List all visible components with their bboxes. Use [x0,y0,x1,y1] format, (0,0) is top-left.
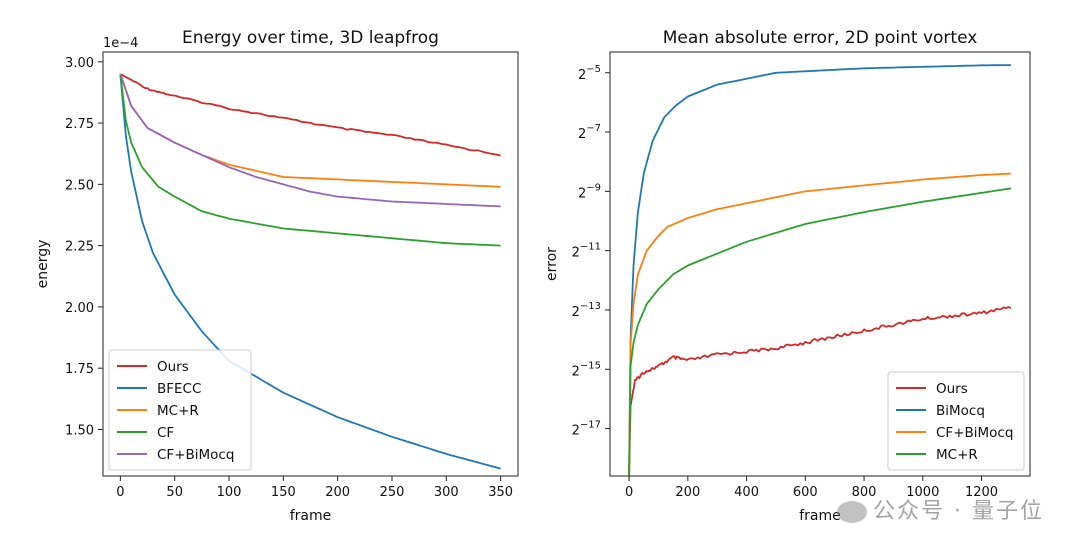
series-line-mc-r [628,187,1012,476]
watermark-text: 公众号 · 量子位 [873,499,1044,524]
chart-title: Energy over time, 3D leapfrog [182,28,439,48]
x-tick-label: 0 [116,485,124,500]
x-tick-label: 600 [793,485,818,500]
y-tick-label: 2−13 [572,301,601,320]
y-tick-label: 2.50 [65,178,94,193]
legend-label: MC+R [157,403,199,419]
series-line-cf-bimocq [119,73,501,208]
plot-frame [609,51,1031,477]
y-tick-label: 2−5 [578,64,601,83]
x-tick-label: 100 [217,485,242,500]
chart-title: Mean absolute error, 2D point vortex [663,28,978,48]
x-tick-label: 300 [434,485,459,500]
y-tick-label: 1.50 [65,423,94,438]
y-tick-label: 2−11 [572,242,601,261]
y-tick-label: 2.25 [65,240,94,255]
y-tick-label: 2−15 [572,360,601,379]
series-group [628,64,1012,476]
y-tick-label: 2−9 [578,182,601,201]
legend-frame [108,349,252,471]
legend: Ours BFECC MC+R CF CF+BiMocq [108,349,252,471]
error-chart: 0 200 400 600 800 1000 1200 2−17 2−15 2−13 2−11 2−9… [544,28,1031,524]
x-tick-label: 350 [488,485,513,500]
plot-frame [102,51,519,477]
series-line-ours [628,306,1012,476]
legend-label: CF+BiMocq [157,447,234,463]
series-line-cf-bimocq [628,172,1011,476]
y-tick-label: 2.75 [65,117,94,132]
x-tick-label: 200 [325,485,350,500]
legend-label: Ours [157,359,189,375]
series-group [119,73,501,470]
x-tick-label: 0 [625,485,633,500]
legend-label: Ours [936,381,968,397]
x-tick-label: 400 [734,485,759,500]
x-tick-label: 200 [675,485,700,500]
y-axis-label: error [544,247,560,281]
x-tick-label: 1200 [965,485,998,500]
energy-chart: 0 50 100 150 200 250 300 350 1.50 1.75 2.00 2.25 2.5… [35,28,519,524]
legend-label: CF+BiMocq [936,425,1013,441]
y-offset-label: 1e−4 [103,36,138,51]
series-line-cf [119,74,501,247]
legend-label: MC+R [936,447,978,463]
series-line-bimocq [628,64,1011,476]
wechat-icon [837,501,868,523]
x-tick-label: 250 [380,485,405,500]
legend-frame [887,371,1025,471]
y-tick-label: 3.00 [65,56,94,71]
y-tick-label: 1.75 [65,362,94,377]
legend: Ours BiMocq CF+BiMocq MC+R [887,371,1025,471]
legend-label: BFECC [157,381,201,397]
y-axis-label: energy [35,240,51,289]
x-tick-label: 800 [852,485,877,500]
x-axis-label: frame [799,508,841,524]
y-tick-label: 2.00 [65,301,94,316]
series-line-ours [119,73,501,157]
legend-label: BiMocq [936,403,985,419]
watermark: 公众号 · 量子位 [837,493,1044,525]
x-tick-label: 150 [271,485,296,500]
series-line-mc-r [119,73,501,188]
y-tick-label: 2−7 [578,123,601,142]
series-line-bfecc [119,74,501,470]
y-tick-label: 2−17 [572,420,601,439]
x-tick-label: 50 [166,485,183,500]
x-axis-label: frame [290,508,332,524]
legend-label: CF [157,425,174,441]
x-tick-label: 1000 [906,485,939,500]
